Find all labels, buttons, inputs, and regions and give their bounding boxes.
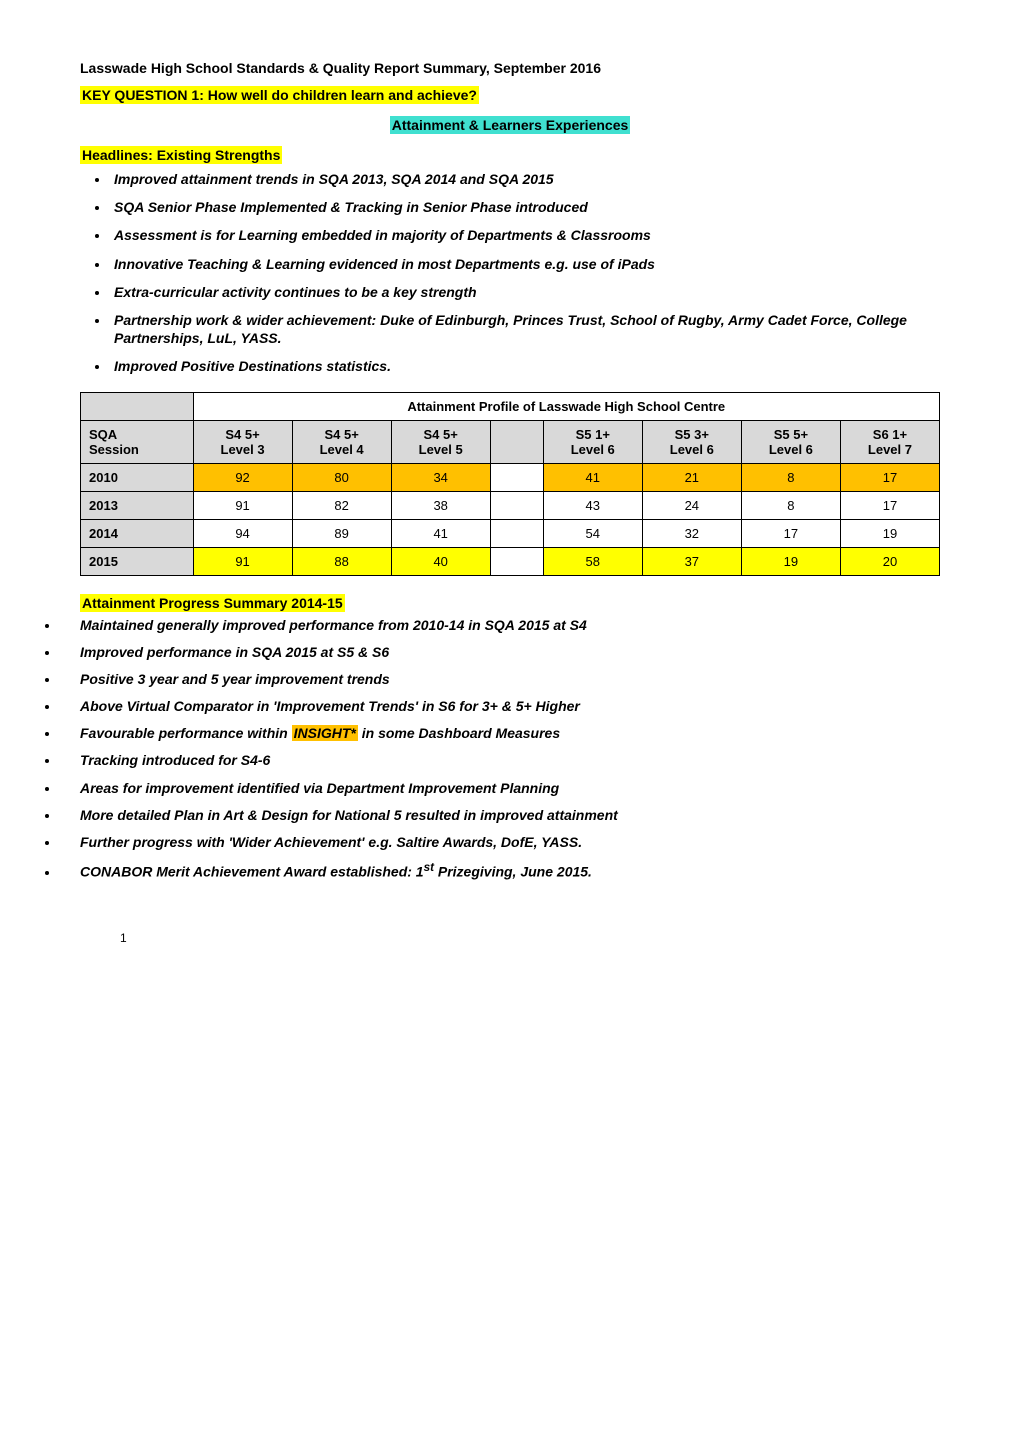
- table-cell: 17: [840, 463, 939, 491]
- col-header: S6 1+Level 7: [840, 420, 939, 463]
- table-row: 2010928034 4121817: [81, 463, 940, 491]
- col-header: [490, 420, 543, 463]
- col-header: S5 5+Level 6: [741, 420, 840, 463]
- col-header: S4 5+Level 4: [292, 420, 391, 463]
- table-cell: [490, 463, 543, 491]
- progress-item: Positive 3 year and 5 year improvement t…: [60, 670, 940, 688]
- col-header: S4 5+Level 3: [193, 420, 292, 463]
- attainment-table: Attainment Profile of Lasswade High Scho…: [80, 392, 940, 576]
- table-cell: 40: [391, 547, 490, 575]
- row-year: 2015: [81, 547, 194, 575]
- section-subtitle-text: Attainment & Learners Experiences: [390, 116, 631, 134]
- progress-list: Maintained generally improved performanc…: [60, 616, 940, 882]
- strengths-list: Improved attainment trends in SQA 2013, …: [110, 170, 940, 376]
- progress-item: CONABOR Merit Achievement Award establis…: [60, 860, 940, 881]
- table-cell: 88: [292, 547, 391, 575]
- progress-item: More detailed Plan in Art & Design for N…: [60, 806, 940, 824]
- table-cell: 17: [840, 491, 939, 519]
- progress-item: Tracking introduced for S4-6: [60, 751, 940, 769]
- strength-item: Extra-curricular activity continues to b…: [110, 283, 940, 301]
- table-cell: 8: [741, 463, 840, 491]
- section-subtitle: Attainment & Learners Experiences: [80, 116, 940, 134]
- table-cell: 19: [840, 519, 939, 547]
- table-cell: 82: [292, 491, 391, 519]
- progress-summary-label: Attainment Progress Summary 2014-15: [80, 594, 345, 612]
- table-cell: 92: [193, 463, 292, 491]
- table-row: 2015918840 58371920: [81, 547, 940, 575]
- progress-item: Favourable performance within INSIGHT* i…: [60, 724, 940, 742]
- strength-item: Improved attainment trends in SQA 2013, …: [110, 170, 940, 188]
- col-header: S5 1+Level 6: [543, 420, 642, 463]
- table-cell: 80: [292, 463, 391, 491]
- strength-item: Assessment is for Learning embedded in m…: [110, 226, 940, 244]
- key-question: KEY QUESTION 1: How well do children lea…: [80, 86, 479, 104]
- table-cell: 89: [292, 519, 391, 547]
- table-row: 2013918238 4324817: [81, 491, 940, 519]
- col-header: S4 5+Level 5: [391, 420, 490, 463]
- strength-item: Improved Positive Destinations statistic…: [110, 357, 940, 375]
- row-year: 2014: [81, 519, 194, 547]
- table-cell: [490, 491, 543, 519]
- progress-item: Areas for improvement identified via Dep…: [60, 779, 940, 797]
- table-cell: 58: [543, 547, 642, 575]
- progress-item: Further progress with 'Wider Achievement…: [60, 833, 940, 851]
- table-cell: 24: [642, 491, 741, 519]
- table-corner: [81, 392, 194, 420]
- table-cell: 94: [193, 519, 292, 547]
- progress-item: Above Virtual Comparator in 'Improvement…: [60, 697, 940, 715]
- table-cell: 17: [741, 519, 840, 547]
- table-cell: 54: [543, 519, 642, 547]
- table-cell: 20: [840, 547, 939, 575]
- table-cell: 21: [642, 463, 741, 491]
- table-cell: 37: [642, 547, 741, 575]
- table-cell: [490, 519, 543, 547]
- strength-item: Partnership work & wider achievement: Du…: [110, 311, 940, 347]
- row-year: 2010: [81, 463, 194, 491]
- table-cell: 34: [391, 463, 490, 491]
- col-sqa-session: SQASession: [81, 420, 194, 463]
- table-header-row: SQASessionS4 5+Level 3S4 5+Level 4S4 5+L…: [81, 420, 940, 463]
- progress-item: Improved performance in SQA 2015 at S5 &…: [60, 643, 940, 661]
- strength-item: Innovative Teaching & Learning evidenced…: [110, 255, 940, 273]
- row-year: 2013: [81, 491, 194, 519]
- col-header: S5 3+Level 6: [642, 420, 741, 463]
- insight-highlight: INSIGHT*: [292, 725, 358, 741]
- table-cell: 41: [543, 463, 642, 491]
- document-title: Lasswade High School Standards & Quality…: [80, 60, 940, 76]
- headlines-label: Headlines: Existing Strengths: [80, 146, 282, 164]
- table-cell: 19: [741, 547, 840, 575]
- table-cell: 43: [543, 491, 642, 519]
- table-cell: 91: [193, 547, 292, 575]
- table-cell: 8: [741, 491, 840, 519]
- strength-item: SQA Senior Phase Implemented & Tracking …: [110, 198, 940, 216]
- page-number: 1: [80, 931, 940, 945]
- table-cell: 38: [391, 491, 490, 519]
- table-title: Attainment Profile of Lasswade High Scho…: [193, 392, 939, 420]
- table-cell: 32: [642, 519, 741, 547]
- table-row: 2014948941 54321719: [81, 519, 940, 547]
- table-cell: 41: [391, 519, 490, 547]
- table-body: 2010928034412181720139182384324817201494…: [81, 463, 940, 575]
- progress-item: Maintained generally improved performanc…: [60, 616, 940, 634]
- table-cell: [490, 547, 543, 575]
- table-cell: 91: [193, 491, 292, 519]
